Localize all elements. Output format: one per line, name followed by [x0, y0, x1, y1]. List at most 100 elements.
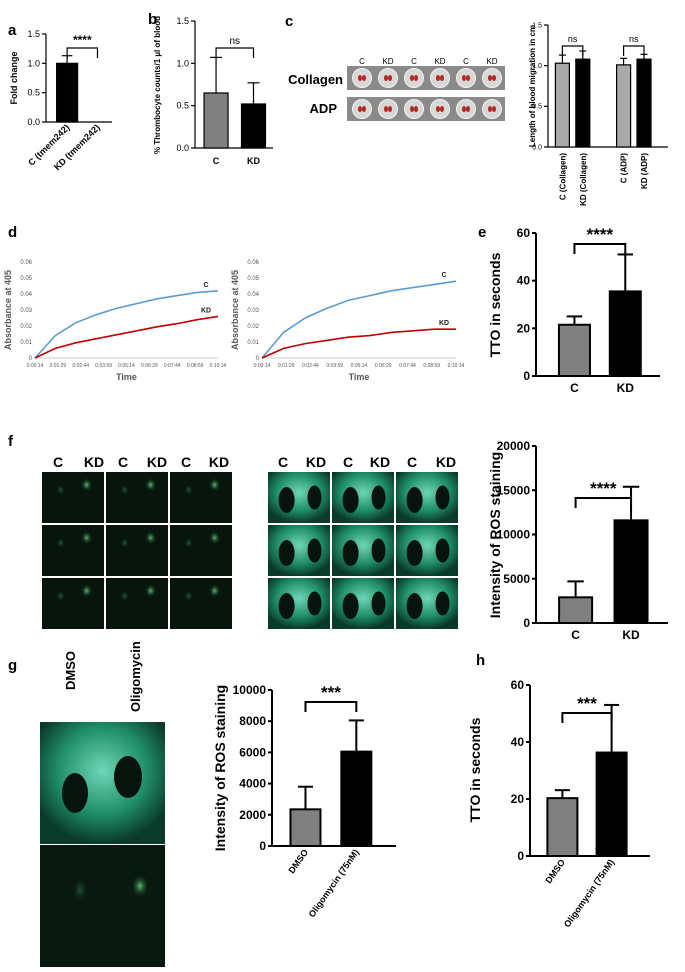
y-tick-label: 1.0: [176, 58, 189, 68]
col-label: C: [407, 454, 417, 470]
x-tick-label: C: [570, 381, 579, 395]
ros-spot: [208, 530, 221, 545]
col-label: KD: [434, 57, 445, 66]
bar: [636, 58, 652, 148]
micrograph-tile: [170, 525, 232, 576]
blood-drop: [384, 75, 388, 81]
x-tick-label: 0:07:44: [399, 363, 416, 369]
panel-label-d: d: [8, 224, 17, 241]
col-label: C: [463, 57, 469, 66]
y-tick-label: 1.5: [27, 29, 40, 39]
col-label: KD: [382, 57, 393, 66]
col-label: KD: [436, 454, 456, 470]
bar: [240, 103, 267, 149]
significance-label: ***: [321, 683, 341, 702]
y-tick-label: 20000: [497, 439, 531, 453]
blood-drop: [466, 106, 470, 112]
blood-drop: [440, 75, 444, 81]
ros-spot: [183, 589, 194, 602]
series-label: C: [203, 282, 208, 289]
y-tick-label: 0.5: [27, 88, 40, 98]
y-tick-label: 5000: [503, 572, 530, 586]
x-tick-label: 0:01:29: [50, 363, 67, 369]
y-tick-label: 15000: [497, 483, 531, 497]
fish-eye: [278, 487, 295, 514]
micrograph-tile: [106, 525, 168, 576]
significance-bracket: [215, 47, 255, 58]
y-tick-label: 0: [29, 356, 33, 362]
y-tick-label: 0.06: [20, 260, 32, 266]
y-tick-label: 0.0: [27, 117, 40, 127]
panel-label-a: a: [8, 22, 17, 39]
bar: [289, 808, 322, 848]
x-tick-label: C (Collagen): [558, 153, 567, 200]
fish-eye: [435, 591, 450, 616]
fish-eye: [307, 538, 322, 563]
series-label: KD: [201, 307, 211, 314]
y-tick-label: 1.5: [176, 16, 189, 26]
y-tick-label: 0.03: [20, 308, 32, 314]
y-tick-label: 20: [511, 792, 525, 806]
y-tick-label: 1.0: [27, 58, 40, 68]
adp-strip: [347, 97, 505, 121]
x-tick-label: 0:10:14: [210, 363, 227, 369]
chart-d-absorbance-right: 0 0.01 0.02 0.03 0.04 0.05 0.06 0:00:14 0:01:29 0…: [230, 260, 465, 382]
fish-eye: [278, 540, 295, 567]
y-tick-label: 1.0: [532, 63, 542, 70]
series-line-KD: [34, 315, 219, 359]
micrograph-tile: [42, 472, 104, 523]
ros-spot: [144, 583, 157, 598]
x-tick-label: C: [213, 156, 220, 166]
y-tick-label: 0.06: [247, 260, 259, 266]
ros-spot: [55, 483, 66, 496]
ros-spot: [144, 477, 157, 492]
x-tick-label: 0:05:14: [118, 363, 135, 369]
panel-label-b: b: [148, 11, 157, 28]
fish-eye: [278, 593, 295, 620]
blood-drop: [410, 75, 414, 81]
blood-drop: [384, 106, 388, 112]
fish-eye: [307, 485, 322, 510]
significance-bracket: [574, 497, 633, 508]
micrograph-tile: [170, 472, 232, 523]
series-label: KD: [439, 320, 449, 327]
y-tick-label: 1.5: [532, 22, 542, 29]
y-tick-label: 40: [511, 735, 525, 749]
col-label: KD: [147, 454, 167, 470]
x-tick-label: 0:08:59: [187, 363, 204, 369]
bar: [615, 64, 632, 148]
y-tick-label: 0.04: [247, 292, 259, 298]
y-tick-label: 0: [523, 616, 530, 630]
y-tick-label: 60: [517, 226, 531, 240]
bar: [557, 323, 591, 377]
x-tick-label: 0:03:59: [326, 363, 343, 369]
y-tick-label: 0.05: [20, 276, 32, 282]
blood-drop: [362, 106, 366, 112]
y-tick-label: 40: [517, 274, 531, 288]
y-tick-label: 10000: [233, 683, 267, 697]
fish-eye: [406, 487, 423, 514]
row-label-adp: ADP: [310, 101, 338, 116]
fluorescence-grid-bright: [268, 472, 458, 629]
x-tick-label: Oligomycin (75nM): [307, 847, 361, 919]
well-set: [352, 68, 502, 119]
fish-eye: [435, 538, 450, 563]
col-label-oligomycin: Oligomycin: [128, 641, 143, 712]
ros-spot: [80, 583, 93, 598]
significance-label: ****: [73, 33, 92, 47]
blood-drop: [362, 75, 366, 81]
col-label: C: [359, 57, 365, 66]
y-tick-label: 2000: [239, 808, 266, 822]
bar: [608, 290, 642, 377]
col-label-dmso: DMSO: [63, 651, 78, 690]
bar: [558, 596, 594, 625]
blood-drop: [466, 75, 470, 81]
blood-drop: [488, 75, 492, 81]
panel-c-photo: Collagen ADP C KD C KD C KD: [288, 57, 505, 121]
micrograph-tile: [42, 525, 104, 576]
x-tick-label: KD: [617, 381, 635, 395]
y-tick-label: 0: [256, 356, 260, 362]
